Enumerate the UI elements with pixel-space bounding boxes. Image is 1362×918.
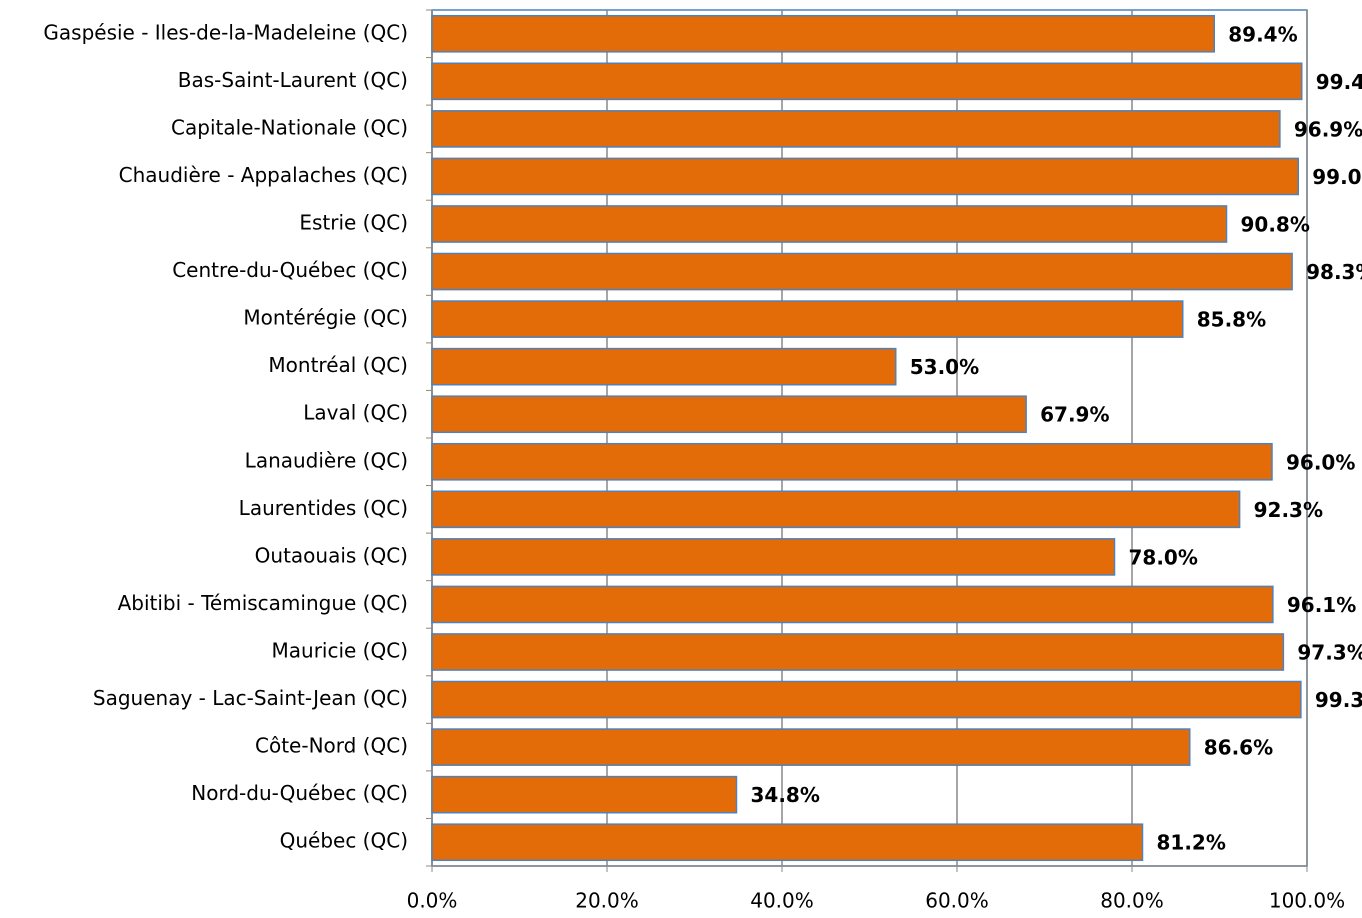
bar xyxy=(431,538,1116,576)
y-tick-label: Outaouais (QC) xyxy=(255,543,408,567)
x-tick-label: 0.0% xyxy=(407,889,458,913)
y-tick-label: Nord-du-Québec (QC) xyxy=(191,781,408,805)
bar xyxy=(431,347,897,386)
value-label: 96.1% xyxy=(1287,593,1356,617)
value-label: 89.4% xyxy=(1228,22,1297,46)
value-label: 86.6% xyxy=(1204,736,1273,760)
value-label: 85.8% xyxy=(1197,308,1266,332)
y-tick-label: Laval (QC) xyxy=(303,401,408,425)
y-tick-label: Côte-Nord (QC) xyxy=(255,734,408,758)
value-label: 97.3% xyxy=(1297,641,1362,665)
value-label: 99.3% xyxy=(1315,688,1362,712)
bar xyxy=(431,490,1241,529)
bar xyxy=(431,585,1274,624)
bar xyxy=(431,205,1228,243)
y-tick-label: Capitale-Nationale (QC) xyxy=(171,115,408,139)
value-label: 78.0% xyxy=(1129,545,1198,569)
bar xyxy=(431,62,1303,101)
bar xyxy=(431,728,1191,766)
value-label: 98.3% xyxy=(1306,260,1362,284)
y-tick-label: Bas-Saint-Laurent (QC) xyxy=(178,68,408,92)
value-label: 92.3% xyxy=(1254,498,1323,522)
y-tick-label: Centre-du-Québec (QC) xyxy=(172,258,408,282)
y-tick-label: Chaudière - Appalaches (QC) xyxy=(119,163,408,187)
x-tick-label: 20.0% xyxy=(575,889,639,913)
value-label: 96.9% xyxy=(1294,117,1362,141)
bar xyxy=(431,633,1285,671)
y-tick-label: Gaspésie - Iles-de-la-Madeleine (QC) xyxy=(43,20,408,44)
value-label: 96.0% xyxy=(1286,450,1355,474)
y-tick-label: Estrie (QC) xyxy=(299,211,408,235)
bar xyxy=(431,823,1144,862)
value-label: 81.2% xyxy=(1157,831,1226,855)
bar xyxy=(431,442,1273,481)
y-tick-label: Laurentides (QC) xyxy=(239,496,408,520)
value-label: 90.8% xyxy=(1241,213,1310,237)
y-tick-label: Saguenay - Lac-Saint-Jean (QC) xyxy=(93,686,408,710)
value-label: 53.0% xyxy=(910,355,979,379)
y-tick-label: Montérégie (QC) xyxy=(243,306,408,330)
value-label: 34.8% xyxy=(751,783,820,807)
value-label: 99.0% xyxy=(1312,165,1362,189)
x-tick-label: 60.0% xyxy=(925,889,989,913)
y-tick-label: Mauricie (QC) xyxy=(272,639,409,663)
y-tick-label: Québec (QC) xyxy=(280,829,408,853)
x-tick-label: 40.0% xyxy=(750,889,814,913)
bar xyxy=(431,775,738,814)
bar xyxy=(431,395,1027,434)
x-tick-label: 80.0% xyxy=(1100,889,1164,913)
value-label: 67.9% xyxy=(1040,403,1109,427)
bar xyxy=(431,14,1215,53)
bar xyxy=(431,680,1302,719)
value-label: 99.4% xyxy=(1316,70,1362,94)
y-tick-label: Montréal (QC) xyxy=(268,353,408,377)
bar xyxy=(431,252,1293,291)
y-tick-label: Abitibi - Témiscamingue (QC) xyxy=(118,591,408,615)
bar xyxy=(431,300,1184,338)
bar xyxy=(431,157,1299,196)
y-tick-label: Lanaudière (QC) xyxy=(245,448,408,472)
bar xyxy=(431,110,1281,148)
x-tick-label: 100.0% xyxy=(1269,889,1345,913)
